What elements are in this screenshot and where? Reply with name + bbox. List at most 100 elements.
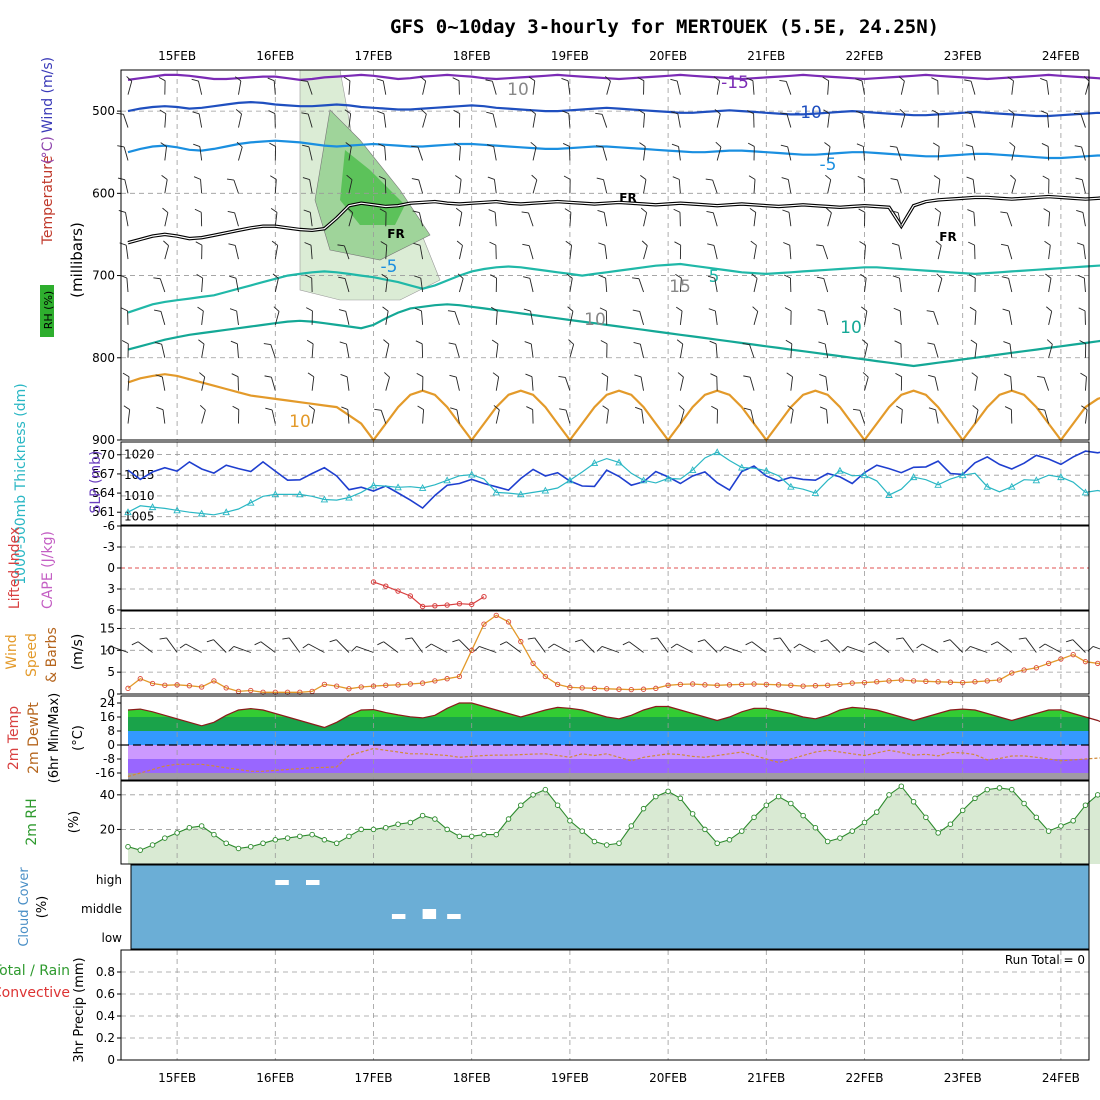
cloud-level-label: middle <box>81 902 122 916</box>
upper-wind-barb <box>417 405 425 424</box>
wind-speed-marker <box>137 676 143 682</box>
upper-wind-barb <box>743 407 755 424</box>
wind-speed-marker <box>604 686 610 692</box>
rh-marker <box>739 828 745 834</box>
lifted-index-line <box>373 581 485 608</box>
thickness-marker <box>1081 488 1090 496</box>
rh-marker <box>272 837 279 843</box>
wind-speed-marker <box>935 679 941 685</box>
rh-marker <box>1033 814 1040 821</box>
rh-marker <box>861 819 868 826</box>
upper-wind-barb <box>971 372 978 391</box>
upper-wind-barb <box>302 144 313 161</box>
precip-tick-label: 0.4 <box>96 1009 115 1023</box>
top-date-label: 24FEB <box>1042 49 1080 63</box>
upper-wind-barb <box>894 340 902 358</box>
top-date-label: 17FEB <box>355 49 393 63</box>
upper-wind-barb <box>1007 76 1014 95</box>
rh-marker <box>567 818 573 824</box>
upper-wind-barb <box>272 273 279 293</box>
temp-band <box>128 745 1089 759</box>
surface-wind-barb <box>820 639 841 653</box>
upper-wind-barb <box>456 240 463 260</box>
freezing-level-line-inner <box>127 195 1100 244</box>
temp-frame <box>120 695 1090 781</box>
surface-wind-barb <box>916 643 939 653</box>
thickness-marker <box>271 490 280 498</box>
upper-wind-barb <box>743 375 755 391</box>
upper-wind-barb <box>933 175 941 194</box>
upper-wind-barb <box>934 207 941 227</box>
rh-marker <box>1045 828 1052 834</box>
wind-speed-marker <box>419 680 426 686</box>
surface-wind-barb <box>302 643 325 653</box>
wind-speed-marker <box>1070 652 1076 658</box>
upper-wind-barb <box>228 243 239 260</box>
thickness-tick-label: 567 <box>92 467 115 481</box>
upper-wind-barb <box>1081 405 1088 424</box>
upper-wind-barb <box>787 405 794 424</box>
upper-wind-barb <box>819 406 829 424</box>
upper-wind-barb <box>193 143 203 161</box>
wind-speed-marker <box>1058 656 1064 662</box>
upper-wind-barb <box>601 372 609 391</box>
rh-marker <box>1009 786 1015 793</box>
upper-wind-barb <box>565 240 573 260</box>
wind-speed-marker <box>432 678 438 684</box>
upper-wind-barb <box>676 306 683 325</box>
upper-wind-barb <box>263 343 276 358</box>
rh-marker <box>505 816 512 822</box>
rh-marker <box>383 824 389 831</box>
rh-marker <box>456 833 463 840</box>
rh-marker <box>800 812 806 819</box>
thickness-marker <box>418 484 427 491</box>
wind-tick-label: 15 <box>100 621 115 635</box>
upper-wind-barb <box>678 405 685 424</box>
upper-wind-barb <box>818 341 829 358</box>
upper-wind-barb <box>568 339 575 358</box>
isotherm-line <box>127 262 1100 314</box>
rh-tick-label: 40 <box>100 788 115 802</box>
temp-tick-label: 0 <box>107 738 115 752</box>
upper-wind-barb <box>751 273 758 293</box>
upper-wind-barb <box>1004 406 1013 424</box>
precip-tick-label: 0 <box>107 1053 115 1067</box>
upper-wind-barb <box>892 275 902 293</box>
upper-wind-barb <box>161 174 168 194</box>
upper-wind-barb <box>154 309 166 326</box>
upper-wind-barb <box>339 341 350 358</box>
upper-wind-barb <box>780 144 792 161</box>
upper-wind-barb <box>786 372 793 391</box>
contour-label: 10 <box>584 310 606 330</box>
rh-marker <box>788 800 794 807</box>
rh-marker <box>628 823 635 829</box>
contour-label: FR <box>939 230 956 244</box>
lifted-index-marker <box>481 594 487 600</box>
rh-marker <box>579 828 585 834</box>
surface-wind-barb <box>1018 637 1037 653</box>
temp-band <box>128 731 1089 745</box>
upper-wind-barb <box>563 175 571 194</box>
upper-wind-barb <box>1080 372 1087 391</box>
li-tick-label: -3 <box>103 540 115 554</box>
upper-wind-barb <box>783 242 792 260</box>
upper-wind-barb <box>677 372 684 391</box>
wind-speed-marker <box>567 684 573 691</box>
bottom-date-label: 23FEB <box>944 1071 982 1085</box>
wind-speed-marker <box>407 681 413 687</box>
surface-wind-barb <box>990 641 1013 653</box>
top-date-label: 19FEB <box>551 49 589 63</box>
bottom-date-axis: 15FEB 16FEB 17FEB 18FEB 19FEB 20FEB 21FEB 22FEB… <box>158 1071 1080 1085</box>
upper-wind-barb <box>160 142 167 161</box>
rh-line <box>127 785 1100 851</box>
upper-wind-barb <box>378 143 387 161</box>
upper-wind-barb <box>714 109 721 128</box>
top-date-label: 20FEB <box>649 49 687 63</box>
upper-wind-barb <box>269 142 277 161</box>
upper-wind-barb <box>265 407 276 424</box>
temp-band <box>128 717 1089 731</box>
rh-marker <box>174 830 180 836</box>
wind-speed-marker <box>125 685 131 691</box>
rh-marker <box>689 811 696 817</box>
rh-axis-label: RH (%) <box>42 291 55 329</box>
